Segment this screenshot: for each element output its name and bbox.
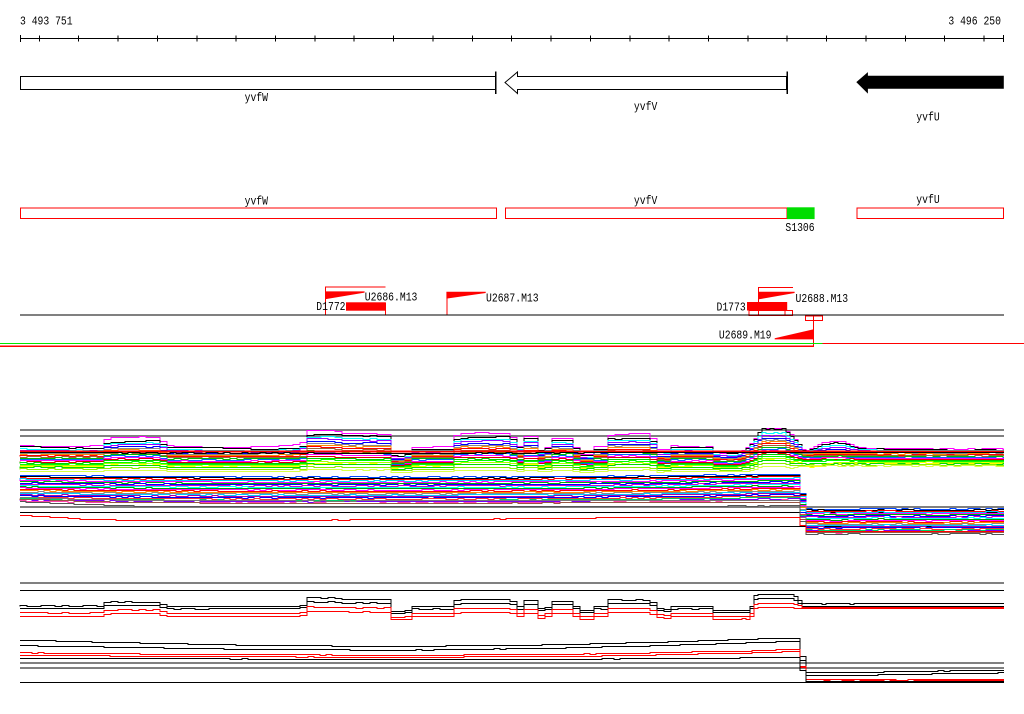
svg-text:U2686.M13: U2686.M13 [365, 291, 418, 305]
svg-text:D1772: D1772 [316, 300, 345, 314]
svg-text:yvfW: yvfW [245, 195, 269, 209]
svg-text:yvfW: yvfW [245, 91, 269, 105]
svg-text:3 493 751: 3 493 751 [20, 15, 73, 29]
svg-text:S1306: S1306 [785, 221, 814, 235]
svg-text:yvfV: yvfV [634, 194, 658, 208]
svg-text:yvfU: yvfU [916, 111, 939, 125]
svg-text:U2688.M13: U2688.M13 [796, 292, 849, 306]
svg-text:yvfU: yvfU [916, 193, 939, 207]
svg-text:3 496 250: 3 496 250 [948, 15, 1001, 29]
svg-text:yvfV: yvfV [634, 100, 658, 114]
svg-text:U2689.M19: U2689.M19 [719, 329, 772, 343]
svg-text:D1773: D1773 [717, 301, 746, 315]
svg-text:U2687.M13: U2687.M13 [486, 292, 539, 306]
